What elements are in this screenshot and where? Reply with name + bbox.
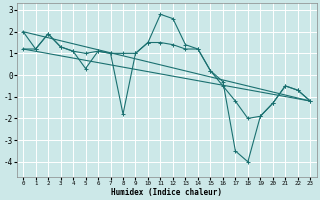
- X-axis label: Humidex (Indice chaleur): Humidex (Indice chaleur): [111, 188, 222, 197]
